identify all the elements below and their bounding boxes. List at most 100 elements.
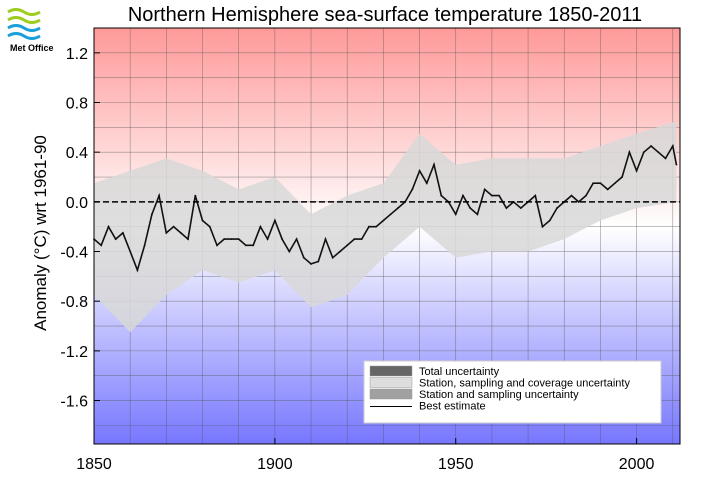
data-point	[585, 194, 587, 197]
data-point	[216, 244, 218, 247]
data-point	[534, 194, 537, 197]
data-point	[187, 238, 189, 241]
data-point	[498, 194, 501, 197]
data-point	[476, 213, 479, 216]
axis-ticks: 1850 1900 1950 2000 1.2 0.8 0.4 0.0 -0.4 -0.8 -1.2…	[60, 46, 654, 473]
data-point	[165, 231, 168, 234]
plot-frame	[93, 27, 681, 445]
data-point	[295, 238, 298, 241]
data-point	[556, 207, 558, 209]
data-point	[194, 194, 197, 197]
data-point	[411, 188, 414, 191]
y-tick-label: -1.2	[60, 344, 88, 361]
data-point	[245, 244, 247, 247]
logo-wave-2	[7, 16, 41, 24]
x-tick-label: 1950	[438, 456, 474, 473]
x-tick-label: 1900	[257, 456, 293, 473]
best-estimate-layer	[93, 143, 678, 273]
data-point	[491, 194, 493, 197]
data-point	[519, 207, 522, 209]
data-point	[143, 244, 146, 247]
data-point	[158, 194, 161, 197]
data-point	[433, 163, 435, 166]
data-point	[469, 207, 472, 209]
data-point	[208, 225, 211, 228]
data-point	[440, 194, 443, 197]
data-point	[114, 238, 117, 241]
data-point	[657, 151, 660, 154]
data-point	[324, 238, 327, 241]
data-point	[346, 244, 349, 247]
data-point	[172, 225, 175, 228]
data-point	[331, 256, 334, 259]
data-point	[635, 169, 638, 172]
y-tick-label: -0.8	[60, 294, 88, 311]
data-point	[396, 207, 399, 209]
data-point	[389, 213, 392, 216]
data-point	[454, 213, 457, 216]
data-point	[223, 238, 226, 241]
logo-text: Met Office	[10, 43, 54, 53]
legend-label: Station and sampling uncertainty	[419, 389, 579, 401]
data-point	[628, 151, 631, 154]
data-point	[339, 250, 341, 253]
data-point	[621, 176, 624, 178]
data-point	[150, 213, 153, 216]
data-point	[599, 182, 602, 185]
data-point	[606, 188, 609, 191]
data-point	[375, 225, 378, 228]
data-point	[570, 194, 573, 197]
x-tick-label: 1850	[76, 456, 112, 473]
data-point	[592, 182, 595, 185]
data-point	[642, 151, 645, 154]
logo-wave-3	[7, 24, 41, 32]
data-point	[136, 269, 139, 272]
data-point	[382, 219, 385, 222]
data-point	[259, 225, 262, 228]
data-point	[368, 225, 370, 228]
data-point	[613, 182, 616, 185]
y-tick-label: 0.4	[66, 145, 88, 162]
met-office-logo: Met Office	[7, 8, 54, 53]
data-point	[483, 188, 486, 191]
y-tick-label: 0.8	[66, 96, 88, 113]
data-point	[237, 238, 240, 241]
legend-box	[363, 360, 662, 424]
data-point	[650, 145, 652, 147]
data-point	[425, 182, 428, 185]
data-point	[129, 250, 132, 253]
uncertainty-band	[94, 121, 677, 333]
x-tick-label: 2000	[619, 456, 655, 473]
data-point	[252, 244, 255, 247]
data-point	[281, 238, 283, 241]
data-point	[577, 200, 580, 203]
legend-label: Total uncertainty	[419, 366, 500, 378]
legend-swatch	[369, 377, 413, 388]
data-point	[310, 263, 312, 265]
data-point	[317, 260, 320, 263]
chart-title: Northern Hemisphere sea-surface temperat…	[128, 4, 642, 26]
legend-swatch	[369, 388, 413, 400]
data-point	[360, 238, 363, 241]
data-point	[266, 238, 269, 241]
data-point	[122, 231, 124, 234]
legend-label: Best estimate	[419, 401, 486, 413]
data-point	[675, 163, 678, 166]
data-point	[418, 169, 421, 172]
data-point	[288, 250, 291, 253]
y-axis-label: Anomaly (°C) wrt 1961-90	[31, 135, 50, 331]
legend-label: Station, sampling and coverage uncertain…	[419, 378, 630, 390]
data-point	[353, 238, 356, 241]
legend-swatch	[369, 365, 413, 377]
data-point	[462, 194, 464, 197]
data-point	[179, 231, 182, 234]
logo-wave-4	[7, 32, 41, 40]
data-point	[273, 219, 276, 222]
data-point	[671, 145, 674, 147]
data-point	[664, 157, 667, 160]
y-tick-label: 1.2	[66, 46, 88, 63]
data-point	[548, 219, 551, 222]
best-estimate-line	[93, 143, 678, 273]
